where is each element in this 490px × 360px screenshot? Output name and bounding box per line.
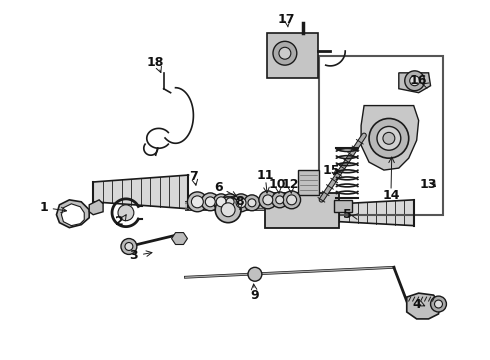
Circle shape: [248, 267, 262, 281]
Text: 1: 1: [39, 201, 48, 214]
Circle shape: [263, 195, 273, 205]
Circle shape: [226, 198, 234, 206]
Circle shape: [244, 195, 260, 211]
Circle shape: [279, 47, 291, 59]
Circle shape: [383, 132, 395, 144]
Text: 17: 17: [278, 13, 295, 26]
Text: 18: 18: [147, 57, 164, 69]
Circle shape: [435, 300, 442, 308]
Text: 2: 2: [115, 215, 123, 228]
Circle shape: [205, 197, 215, 207]
Polygon shape: [407, 293, 441, 319]
Circle shape: [236, 198, 246, 208]
Polygon shape: [361, 105, 418, 170]
Circle shape: [369, 118, 409, 158]
Polygon shape: [172, 233, 188, 244]
Polygon shape: [93, 175, 189, 209]
Text: 4: 4: [412, 297, 421, 311]
Text: 13: 13: [420, 179, 437, 192]
Polygon shape: [89, 200, 103, 215]
Circle shape: [125, 243, 133, 251]
Circle shape: [259, 191, 277, 209]
Circle shape: [377, 126, 401, 150]
Bar: [267, 33, 318, 78]
Polygon shape: [399, 73, 431, 93]
Text: 15: 15: [322, 163, 340, 176]
Polygon shape: [56, 200, 89, 228]
Text: 10: 10: [269, 179, 287, 192]
Bar: [297, 170, 319, 195]
Text: 14: 14: [382, 189, 400, 202]
Text: 8: 8: [236, 195, 245, 208]
Text: 16: 16: [410, 74, 427, 87]
Circle shape: [221, 203, 235, 217]
Circle shape: [410, 76, 419, 86]
Circle shape: [222, 194, 238, 210]
Polygon shape: [339, 200, 414, 226]
Circle shape: [118, 205, 134, 221]
Circle shape: [431, 296, 446, 312]
Text: 11: 11: [256, 168, 273, 181]
Text: 3: 3: [129, 249, 138, 262]
Circle shape: [201, 193, 219, 211]
Circle shape: [192, 196, 203, 208]
Circle shape: [405, 71, 425, 91]
Text: 7: 7: [189, 170, 198, 183]
Text: 6: 6: [214, 181, 222, 194]
Circle shape: [272, 192, 288, 208]
Circle shape: [283, 191, 300, 209]
Circle shape: [213, 194, 229, 210]
Text: 5: 5: [343, 208, 352, 221]
Polygon shape: [61, 204, 84, 226]
Bar: [265, 193, 339, 228]
Circle shape: [232, 194, 250, 212]
Circle shape: [276, 196, 284, 204]
Bar: [334, 200, 352, 212]
Circle shape: [273, 41, 297, 65]
Circle shape: [287, 195, 296, 205]
Circle shape: [216, 197, 226, 207]
Text: 12: 12: [282, 179, 299, 192]
Circle shape: [215, 197, 241, 223]
Circle shape: [248, 199, 256, 207]
Circle shape: [188, 192, 207, 212]
Circle shape: [121, 239, 137, 255]
Text: 9: 9: [250, 289, 259, 302]
